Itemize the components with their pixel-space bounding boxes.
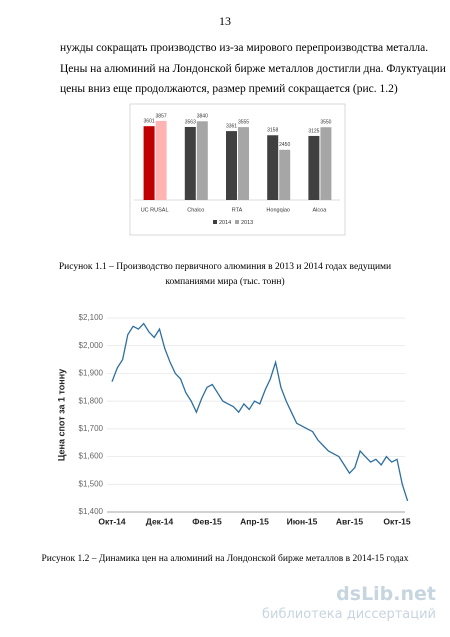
y-tick-label: $1,900 bbox=[79, 369, 104, 378]
x-tick-label: Chalco bbox=[187, 207, 204, 213]
bar bbox=[196, 121, 208, 200]
watermark-logo: dsLib.net bbox=[336, 583, 436, 605]
text-line: Цены на алюминий на Лондонской бирже мет… bbox=[60, 62, 446, 75]
value-label: 3125 bbox=[308, 128, 319, 134]
y-tick-label: $1,700 bbox=[79, 424, 104, 433]
bar bbox=[238, 127, 249, 200]
watermark-tagline: библиотека диссертаций bbox=[262, 607, 436, 622]
y-tick-label: $2,100 bbox=[79, 313, 104, 322]
y-tick-label: $1,600 bbox=[79, 452, 104, 461]
bar bbox=[267, 135, 279, 200]
x-tick-label: Июн-15 bbox=[287, 516, 318, 526]
value-label: 3555 bbox=[238, 119, 249, 125]
x-tick-label: RTA bbox=[232, 207, 243, 213]
value-label: 3840 bbox=[197, 114, 208, 120]
x-tick-label: Окт-15 bbox=[383, 516, 411, 526]
legend-label: 2014 bbox=[219, 220, 231, 226]
value-label: 2450 bbox=[279, 142, 290, 148]
caption-line: Рисунок 1.1 – Производство первичного ал… bbox=[58, 262, 392, 272]
bar bbox=[143, 126, 155, 200]
x-tick-label: Alcoa bbox=[313, 207, 328, 213]
y-tick-label: $1,400 bbox=[79, 507, 104, 516]
caption-line: компаниями мира (тыс. тонн) bbox=[165, 277, 285, 287]
caption-line: Рисунок 1.2 – Динамика цен на алюминий н… bbox=[41, 554, 409, 564]
price-line bbox=[111, 322, 409, 502]
value-label: 3361 bbox=[226, 123, 237, 129]
bar bbox=[155, 120, 167, 200]
caption: Рисунок 1.1 – Производство первичного ал… bbox=[40, 260, 410, 290]
value-label: 3857 bbox=[156, 113, 167, 119]
value-label: 3158 bbox=[267, 128, 278, 134]
y-tick-label: $1,800 bbox=[79, 396, 104, 405]
value-label: 3601 bbox=[144, 119, 155, 125]
x-tick-label: Апр-15 bbox=[240, 516, 269, 526]
x-tick-label: Авг-15 bbox=[336, 516, 363, 526]
x-tick-label: Дек-14 bbox=[146, 516, 174, 526]
x-tick-label: Окт-14 bbox=[98, 516, 126, 526]
page-number: 13 bbox=[219, 14, 231, 28]
x-tick-label: Hongqiao bbox=[266, 207, 290, 213]
y-tick-label: $2,000 bbox=[79, 341, 104, 350]
x-tick-label: UC RUSAL bbox=[141, 207, 169, 213]
text-line: нужды сокращать производство из-за миров… bbox=[60, 42, 429, 54]
bar bbox=[320, 127, 332, 200]
caption: Рисунок 1.2 – Динамика цен на алюминий н… bbox=[40, 552, 410, 567]
bar bbox=[184, 126, 196, 200]
value-label: 3550 bbox=[320, 120, 331, 126]
bar bbox=[308, 135, 320, 200]
x-tick-label: Фев-15 bbox=[192, 516, 222, 526]
value-label: 3563 bbox=[185, 119, 196, 125]
legend-swatch bbox=[213, 220, 217, 224]
paragraph: нужды сокращать производство из-за миров… bbox=[60, 38, 446, 100]
legend-swatch bbox=[235, 220, 239, 224]
legend-label: 2013 bbox=[241, 220, 253, 226]
text-line: цены вниз еще продолжаются, размер преми… bbox=[60, 83, 398, 95]
y-tick-label: $1,500 bbox=[79, 479, 104, 488]
y-axis-title: Цена спот за 1 тонну bbox=[56, 369, 66, 461]
bar bbox=[279, 149, 291, 200]
bar bbox=[226, 131, 237, 200]
